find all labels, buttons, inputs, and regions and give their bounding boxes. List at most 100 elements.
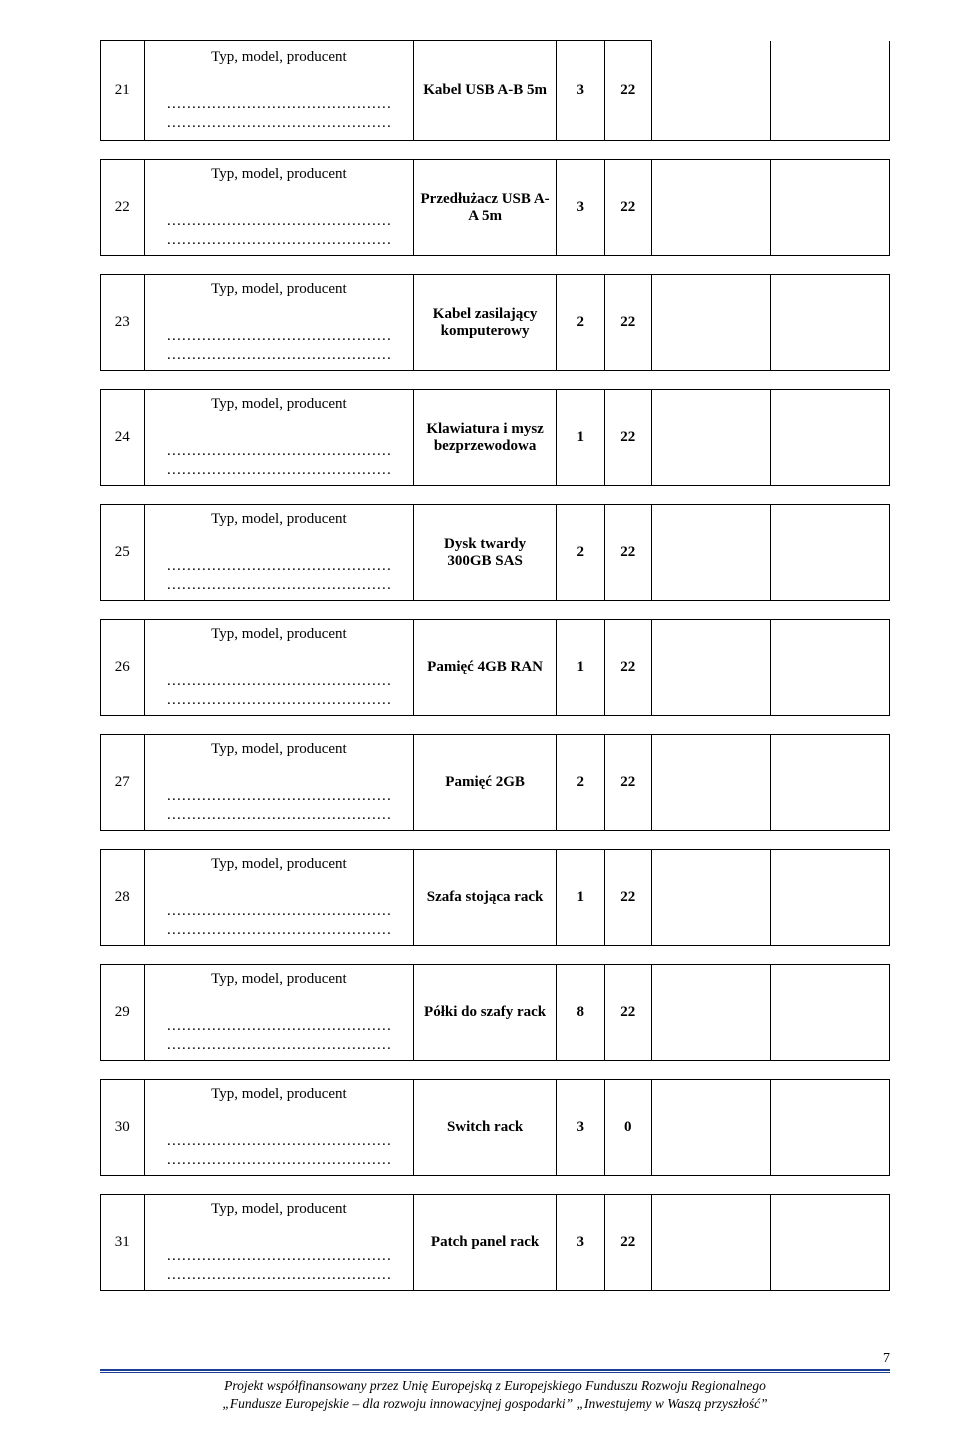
empty-cell <box>771 275 890 371</box>
val-cell: 22 <box>604 275 652 371</box>
page-number: 7 <box>100 1351 890 1367</box>
qty-cell: 3 <box>556 41 604 141</box>
dots: ……………………………………… <box>151 96 408 113</box>
empty-cell <box>652 275 771 371</box>
desc-cell: Kabel USB A-B 5m <box>414 41 557 141</box>
empty-cell <box>771 850 890 946</box>
qty-cell: 1 <box>556 620 604 716</box>
table-row: 25 Typ, model, producent ………………………………………… <box>100 504 890 601</box>
desc-cell: Klawiatura i mysz bezprzewodowa <box>414 390 557 486</box>
dots: ……………………………………… <box>151 1037 408 1054</box>
dots: ……………………………………… <box>151 443 408 460</box>
footer-line2: „Fundusze Europejskie – dla rozwoju inno… <box>222 1396 767 1411</box>
footer: 7 Projekt współfinansowany przez Unię Eu… <box>100 1351 890 1413</box>
empty-cell <box>652 505 771 601</box>
empty-cell <box>652 41 771 141</box>
row-number: 25 <box>101 505 145 601</box>
dots: ……………………………………… <box>151 1248 408 1265</box>
desc-cell: Dysk twardy 300GB SAS <box>414 505 557 601</box>
empty-cell <box>771 620 890 716</box>
empty-cell <box>771 735 890 831</box>
val-cell: 22 <box>604 41 652 141</box>
row-number: 31 <box>101 1195 145 1291</box>
dots: ……………………………………… <box>151 673 408 690</box>
empty-cell <box>652 965 771 1061</box>
desc-cell: Switch rack <box>414 1080 557 1176</box>
type-label: Typ, model, producent <box>151 49 408 66</box>
val-cell: 22 <box>604 965 652 1061</box>
empty-cell <box>771 41 890 141</box>
qty-cell: 2 <box>556 275 604 371</box>
dots: ……………………………………… <box>151 922 408 939</box>
row-number: 26 <box>101 620 145 716</box>
desc-cell: Kabel zasilający komputerowy <box>414 275 557 371</box>
empty-cell <box>771 160 890 256</box>
val-cell: 22 <box>604 160 652 256</box>
table-row: 30 Typ, model, producent ………………………………………… <box>100 1079 890 1176</box>
empty-cell <box>771 1195 890 1291</box>
table-row: 31 Typ, model, producent ………………………………………… <box>100 1194 890 1291</box>
qty-cell: 3 <box>556 1080 604 1176</box>
table-row: 24 Typ, model, producent ………………………………………… <box>100 389 890 486</box>
empty-cell <box>652 160 771 256</box>
table-row: 22 Typ, model, producent ………………………………………… <box>100 159 890 256</box>
desc-cell: Pamięć 2GB <box>414 735 557 831</box>
qty-cell: 2 <box>556 735 604 831</box>
row-number: 22 <box>101 160 145 256</box>
table-row: 28 Typ, model, producent ………………………………………… <box>100 849 890 946</box>
val-cell: 0 <box>604 1080 652 1176</box>
qty-cell: 8 <box>556 965 604 1061</box>
qty-cell: 3 <box>556 1195 604 1291</box>
footer-line1: Projekt współfinansowany przez Unię Euro… <box>224 1378 766 1393</box>
val-cell: 22 <box>604 390 652 486</box>
type-label: Typ, model, producent <box>151 396 408 413</box>
type-label: Typ, model, producent <box>151 741 408 758</box>
dots: ……………………………………… <box>151 1267 408 1284</box>
table-row: 26 Typ, model, producent ………………………………………… <box>100 619 890 716</box>
val-cell: 22 <box>604 735 652 831</box>
dots: ……………………………………… <box>151 577 408 594</box>
dots: ……………………………………… <box>151 347 408 364</box>
type-label: Typ, model, producent <box>151 626 408 643</box>
dots: ……………………………………… <box>151 788 408 805</box>
type-label: Typ, model, producent <box>151 1201 408 1218</box>
row-number: 28 <box>101 850 145 946</box>
desc-cell: Patch panel rack <box>414 1195 557 1291</box>
dots: ……………………………………… <box>151 213 408 230</box>
val-cell: 22 <box>604 1195 652 1291</box>
table-row: 23 Typ, model, producent ………………………………………… <box>100 274 890 371</box>
table-row: 27 Typ, model, producent ………………………………………… <box>100 734 890 831</box>
table-row: 29 Typ, model, producent ………………………………………… <box>100 964 890 1061</box>
dots: ……………………………………… <box>151 232 408 249</box>
row-number: 21 <box>101 41 145 141</box>
empty-cell <box>652 1080 771 1176</box>
desc-cell: Pamięć 4GB RAN <box>414 620 557 716</box>
type-cell: Typ, model, producent ……………………………………… ……… <box>144 160 414 256</box>
val-cell: 22 <box>604 505 652 601</box>
qty-cell: 1 <box>556 390 604 486</box>
empty-cell <box>652 390 771 486</box>
dots: ……………………………………… <box>151 1133 408 1150</box>
row-number: 30 <box>101 1080 145 1176</box>
type-cell: Typ, model, producent ……………………………………… ……… <box>144 735 414 831</box>
type-cell: Typ, model, producent ……………………………………… ……… <box>144 620 414 716</box>
dots: ……………………………………… <box>151 807 408 824</box>
qty-cell: 1 <box>556 850 604 946</box>
footer-text: Projekt współfinansowany przez Unię Euro… <box>100 1377 890 1413</box>
dots: ……………………………………… <box>151 115 408 132</box>
empty-cell <box>652 620 771 716</box>
dots: ……………………………………… <box>151 1152 408 1169</box>
type-cell: Typ, model, producent ……………………………………… ……… <box>144 1080 414 1176</box>
qty-cell: 2 <box>556 505 604 601</box>
val-cell: 22 <box>604 850 652 946</box>
type-cell: Typ, model, producent ……………………………………… ……… <box>144 965 414 1061</box>
qty-cell: 3 <box>556 160 604 256</box>
val-cell: 22 <box>604 620 652 716</box>
type-label: Typ, model, producent <box>151 971 408 988</box>
type-cell: Typ, model, producent ……………………………………… ……… <box>144 390 414 486</box>
dots: ……………………………………… <box>151 328 408 345</box>
empty-cell <box>771 965 890 1061</box>
dots: ……………………………………… <box>151 558 408 575</box>
empty-cell <box>771 505 890 601</box>
type-cell: Typ, model, producent ……………………………………… ……… <box>144 505 414 601</box>
